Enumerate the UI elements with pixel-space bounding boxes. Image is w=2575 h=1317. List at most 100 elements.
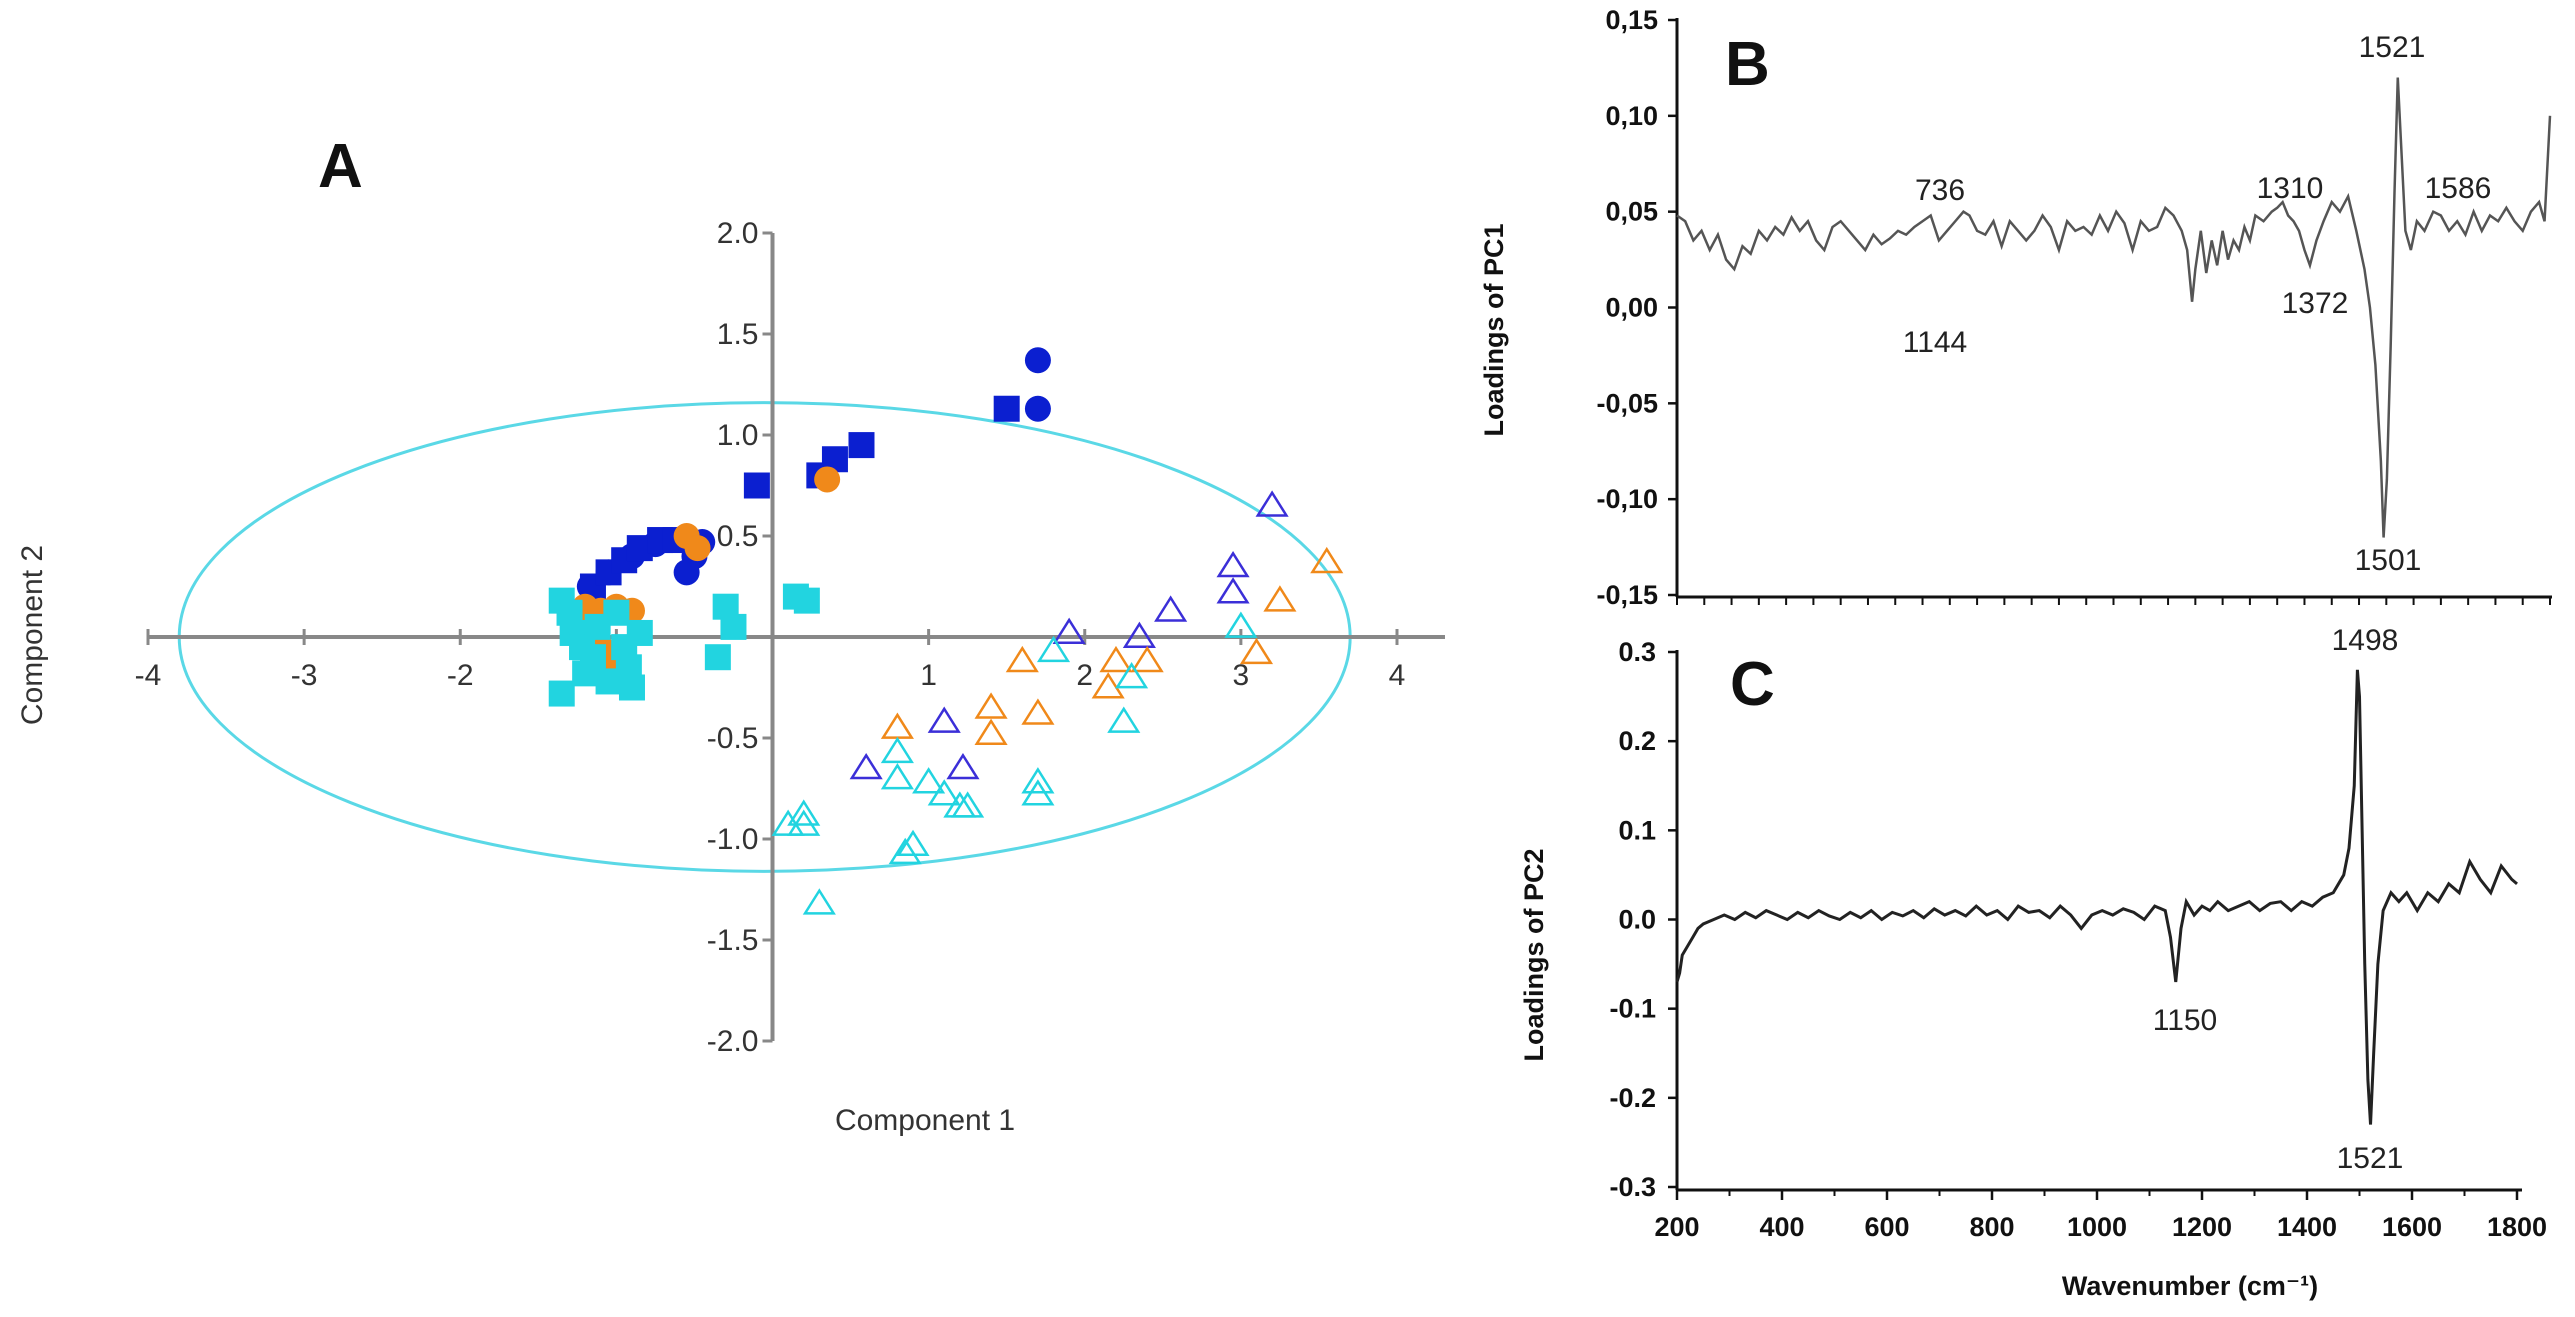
cyan-triangle-point	[880, 763, 914, 790]
blue-triangle-point	[1255, 490, 1289, 517]
panel-c-y-tick-label: 0.0	[1618, 905, 1656, 935]
blue-triangle-point	[1216, 550, 1250, 578]
panel-b-peak-label: 1586	[2425, 172, 2492, 205]
pc1-loadings-line	[1676, 77, 2552, 538]
panel-c-x-tick-label: 200	[1654, 1212, 1699, 1242]
panel-a-y-tick-label: -2.0	[707, 1025, 759, 1058]
panel-c-x-tick-label: 400	[1759, 1212, 1804, 1242]
panel-c-y-tick-label: 0.3	[1618, 637, 1656, 667]
orange-triangle-point	[1239, 637, 1274, 665]
cyan-square-point	[611, 634, 638, 661]
panel-c-x-tick-label: 600	[1864, 1212, 1909, 1242]
panel-c-x-tick-label: 1400	[2277, 1212, 2337, 1242]
panel-a-x-tick-label: 2	[1076, 659, 1093, 692]
blue-circle-point	[1024, 347, 1051, 374]
panel-b-peak-label: 1310	[2257, 172, 2324, 205]
panel-a-label: A	[318, 132, 363, 201]
panel-b-y-tick-label: -0,05	[1596, 388, 1658, 418]
panel-c-y-axis-label: Loadings of PC2	[1519, 848, 1549, 1061]
panel-a-x-tick-label: -2	[447, 659, 474, 692]
panel-a-y-tick-label: 2.0	[717, 217, 759, 250]
panel-b-peak-label: 1372	[2282, 287, 2349, 320]
panel-a-y-axis-label: Component 2	[16, 545, 49, 725]
cyan-square-point	[603, 599, 630, 626]
blue-triangle-point	[927, 706, 961, 733]
cyan-square-point	[720, 613, 747, 640]
panel-a-points	[548, 347, 1344, 915]
panel-b-y-tick-label: 0,15	[1605, 5, 1658, 35]
blue-circle-point	[673, 559, 700, 586]
cyan-triangle-point	[1036, 635, 1071, 663]
panel-b-y-tick-label: 0,05	[1605, 197, 1658, 227]
orange-triangle-point	[1021, 698, 1055, 725]
panel-c-peak-label: 1498	[2332, 624, 2399, 657]
orange-triangle-point	[1130, 645, 1164, 673]
orange-triangle-point	[1099, 645, 1133, 673]
panel-b-y-tick-label: -0,10	[1596, 484, 1658, 514]
panel-c-peak-label: 1521	[2337, 1142, 2404, 1175]
orange-triangle-point	[1005, 645, 1039, 673]
panel-b-y-tick-label: -0,15	[1596, 580, 1658, 610]
panel-b-peak-label: 1521	[2359, 31, 2426, 64]
blue-triangle-point	[1154, 595, 1188, 622]
panel-b-axes: 0,15 0,10 0,05 0,00 -0,05 -0,10 -0,15	[1596, 5, 2552, 610]
orange-triangle-point	[1310, 546, 1344, 574]
cyan-triangle-point	[951, 791, 985, 818]
panel-c-x-tick-label: 1800	[2487, 1212, 2547, 1242]
blue-triangle-point	[849, 752, 883, 780]
panel-c-peak-label: 1150	[2153, 1004, 2218, 1037]
panel-a-y-tick-label: -1.0	[707, 823, 759, 856]
panel-c-label: C	[1730, 650, 1775, 719]
panel-c-y-tick-label: -0.2	[1609, 1083, 1656, 1113]
panel-b-peak-label: 1144	[1903, 326, 1968, 359]
panel-a-y-tick-label: -0.5	[707, 722, 759, 755]
cyan-triangle-point	[802, 888, 836, 915]
panel-a-y-tick-label: -1.5	[707, 924, 759, 957]
panel-c-axes: 0.3 0.2 0.1 0.0 -0.1 -0.2 -0.3 200 400 600 800 1000…	[1609, 637, 2547, 1242]
panel-b-label: B	[1725, 30, 1770, 99]
panel-c-y-tick-label: 0.1	[1618, 815, 1656, 845]
orange-triangle-point	[880, 712, 914, 739]
panel-c-x-tick-label: 1200	[2172, 1212, 2232, 1242]
cyan-triangle-point	[1107, 706, 1141, 733]
panel-a-x-tick-label: 4	[1389, 659, 1406, 692]
panel-a-x-tick-label: 1	[920, 659, 937, 692]
cyan-triangle-point	[1021, 767, 1055, 794]
orange-circle-point	[814, 466, 841, 493]
blue-triangle-point	[946, 752, 980, 780]
panel-c-y-tick-label: -0.3	[1609, 1172, 1656, 1202]
cyan-square-point	[793, 587, 820, 614]
panel-c-x-tick-label: 1600	[2382, 1212, 2442, 1242]
cyan-triangle-point	[912, 767, 946, 794]
panel-a-y-tick-label: 1.5	[717, 318, 759, 351]
pc2-loadings-line	[1675, 669, 2518, 1125]
panel-b-y-tick-label: 0,10	[1605, 101, 1658, 131]
blue-square-point	[848, 432, 875, 459]
cyan-triangle-point	[1115, 662, 1149, 689]
cyan-triangle-point	[927, 779, 961, 806]
panel-a-scatter-plot: A -4-3-2-112342.01.51.00.5-0.5-1.0-1.5-2…	[16, 132, 1445, 1137]
panel-a-y-tick-label: 1.0	[717, 419, 759, 452]
blue-circle-point	[1024, 395, 1051, 422]
panel-c-x-axis-label: Wavenumber (cm⁻¹)	[2062, 1271, 2318, 1301]
panel-c-x-tick-label: 1000	[2067, 1212, 2127, 1242]
cyan-triangle-point	[787, 809, 821, 836]
blue-square-point	[743, 472, 770, 499]
panel-b-pc1-loadings: B 0,15 0,10 0,05 0,00 -0,05 -0,10 -0,15 736 114…	[1479, 5, 2552, 610]
cyan-square-point	[704, 644, 731, 671]
orange-triangle-point	[974, 718, 1008, 745]
panel-a-x-axis-label: Component 1	[835, 1104, 1015, 1137]
orange-circle-point	[684, 535, 711, 562]
panel-a-x-tick-label: -4	[135, 659, 162, 692]
panel-a-x-tick-label: 3	[1233, 659, 1250, 692]
panel-c-y-tick-label: -0.1	[1609, 994, 1656, 1024]
cyan-square-point	[572, 660, 599, 687]
cyan-triangle-point	[1021, 779, 1055, 806]
blue-triangle-point	[1052, 617, 1086, 644]
orange-triangle-point	[1091, 672, 1125, 699]
orange-triangle-point	[974, 692, 1008, 719]
cyan-triangle-point	[888, 837, 922, 865]
cyan-triangle-point	[787, 799, 821, 826]
cyan-triangle-point	[771, 809, 805, 836]
